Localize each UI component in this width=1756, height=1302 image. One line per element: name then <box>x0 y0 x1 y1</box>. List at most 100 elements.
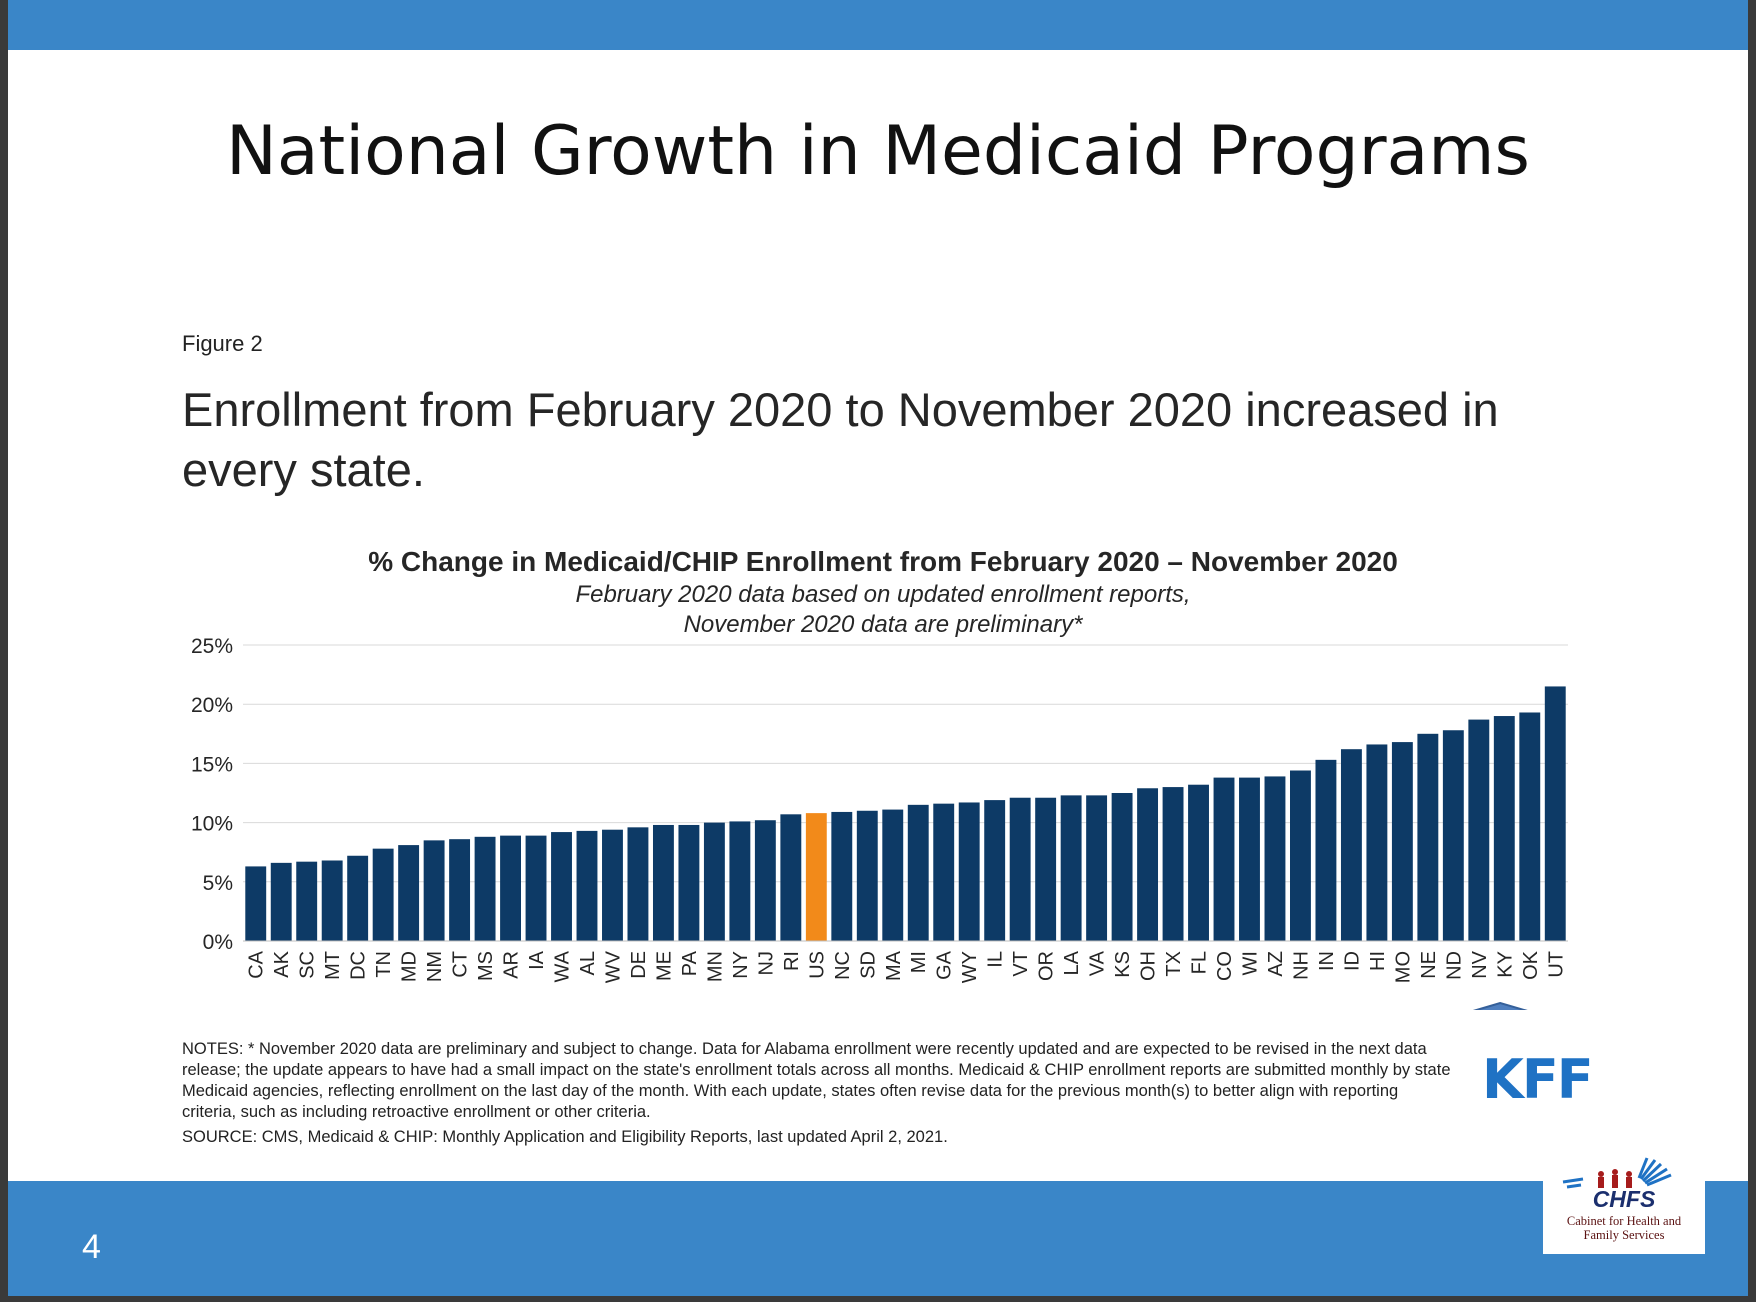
bar-ca <box>245 866 267 941</box>
x-tick-label: RI <box>781 951 803 971</box>
bar-co <box>1213 777 1235 941</box>
chart-subtitle-line-1: February 2020 data based on updated enro… <box>575 581 1191 608</box>
x-tick-label: KS <box>1112 951 1134 978</box>
bar-va <box>1086 795 1108 941</box>
bar-chart: 0% 5% 10% 15% 20% 25% CA AK SC MT DC TN MD NM CT MS AR IA… <box>191 635 1568 1010</box>
chfs-subtitle-line-2: Family Services <box>1583 1228 1665 1242</box>
kff-logo: KFF <box>1482 1048 1594 1111</box>
bar-sd <box>856 810 878 941</box>
x-tick-label: AR <box>501 951 523 979</box>
bar-dc <box>347 855 369 941</box>
x-tick-label: CT <box>450 951 472 978</box>
chfs-emblem-icon <box>1562 1157 1672 1189</box>
x-tick-label: VT <box>1010 951 1032 977</box>
bar-id <box>1340 749 1362 941</box>
bar-il <box>984 800 1006 941</box>
x-tick-label: MA <box>883 950 905 981</box>
x-tick-label: TX <box>1163 951 1185 977</box>
chart-title: % Change in Medicaid/CHIP Enrollment fro… <box>368 546 1398 577</box>
bar-wi <box>1239 777 1260 941</box>
x-tick-label: TN <box>373 951 395 978</box>
x-tick-label: OH <box>1138 951 1160 981</box>
x-tick-label: WY <box>959 951 981 983</box>
y-tick-label: 0% <box>203 931 233 954</box>
bar-az <box>1264 776 1286 941</box>
slide-title: National Growth in Medicaid Programs <box>226 112 1530 191</box>
x-tick-label: DE <box>628 951 650 979</box>
chart-subtitle-line-2: November 2020 data are preliminary* <box>683 611 1083 638</box>
x-tick-label: MN <box>704 951 726 982</box>
bar-ms <box>474 836 496 941</box>
bar-pa <box>678 824 700 941</box>
x-tick-label: SD <box>857 951 879 979</box>
x-tick-label: IN <box>1316 951 1338 971</box>
x-tick-label: OR <box>1036 951 1058 981</box>
top-accent-bar <box>8 0 1748 50</box>
x-tick-label: ID <box>1341 951 1363 971</box>
x-tick-label: KY <box>1494 951 1516 978</box>
bar-mt <box>321 860 343 941</box>
bar-or <box>1035 797 1057 941</box>
bar-mn <box>703 822 725 941</box>
x-tick-label: MS <box>475 951 497 981</box>
bar-wv <box>602 829 623 941</box>
x-tick-label: ME <box>653 951 675 981</box>
bar-ga <box>933 803 955 941</box>
x-tick-label: PA <box>679 950 701 976</box>
x-tick-label: GA <box>934 950 956 980</box>
chart-subtitle: February 2020 data based on updated enro… <box>308 580 1458 640</box>
figure-headline: Enrollment from February 2020 to Novembe… <box>182 383 1499 496</box>
bar-wy <box>958 802 980 941</box>
bar-fl <box>1188 784 1209 941</box>
bar-in <box>1315 759 1337 941</box>
y-tick-label: 15% <box>191 753 233 776</box>
x-tick-label: SC <box>297 951 319 979</box>
x-tick-label: ND <box>1443 951 1465 980</box>
x-tick-label: MD <box>399 951 421 982</box>
bar-nd <box>1442 730 1464 941</box>
x-tick-label: MI <box>908 951 930 973</box>
bar-hi <box>1366 744 1388 941</box>
bar-ok <box>1519 712 1541 941</box>
x-tick-label: VA <box>1087 950 1109 976</box>
y-tick-label: 10% <box>191 813 233 836</box>
x-tick-label: NY <box>730 951 752 979</box>
x-tick-label: WA <box>552 950 574 982</box>
bar-tn <box>372 848 394 941</box>
bar-ar <box>500 835 521 941</box>
bar-ak <box>270 862 292 941</box>
y-tick-label: 20% <box>191 694 233 717</box>
y-tick-label: 25% <box>191 635 233 658</box>
bar-mo <box>1391 742 1413 941</box>
bar-nh <box>1290 770 1311 941</box>
chfs-name: CHFS <box>1592 1186 1656 1212</box>
x-tick-label: IA <box>526 950 548 970</box>
y-tick-label: 5% <box>203 872 233 895</box>
x-tick-label: AK <box>271 950 293 977</box>
page-number: 4 <box>82 1228 101 1266</box>
bar-de <box>627 827 649 941</box>
bar-al <box>576 830 598 941</box>
x-tick-label: NE <box>1418 951 1440 979</box>
x-tick-label: NM <box>424 951 446 982</box>
bar-us <box>805 813 827 941</box>
x-tick-label: AZ <box>1265 951 1287 977</box>
bar-nm <box>423 840 445 941</box>
chfs-logo: CHFS Cabinet for Health and Family Servi… <box>1543 1150 1705 1254</box>
x-tick-label: WV <box>602 950 624 983</box>
bar-md <box>398 845 420 941</box>
bar-ny <box>729 821 751 941</box>
x-tick-label: LA <box>1061 950 1083 975</box>
x-tick-label: IL <box>985 951 1007 968</box>
x-tick-label: FL <box>1189 951 1211 974</box>
x-tick-label: MO <box>1392 951 1414 983</box>
chfs-subtitle: Cabinet for Health and Family Services <box>1543 1214 1705 1242</box>
x-tick-label: UT <box>1545 951 1567 978</box>
x-tick-label: AL <box>577 951 599 975</box>
bar-la <box>1060 795 1082 941</box>
x-tick-label: DC <box>348 951 370 980</box>
x-tick-label: CO <box>1214 951 1236 981</box>
x-tick-label: NH <box>1290 951 1312 980</box>
bar-vt <box>1009 797 1031 941</box>
chart-source: SOURCE: CMS, Medicaid & CHIP: Monthly Ap… <box>182 1128 948 1146</box>
